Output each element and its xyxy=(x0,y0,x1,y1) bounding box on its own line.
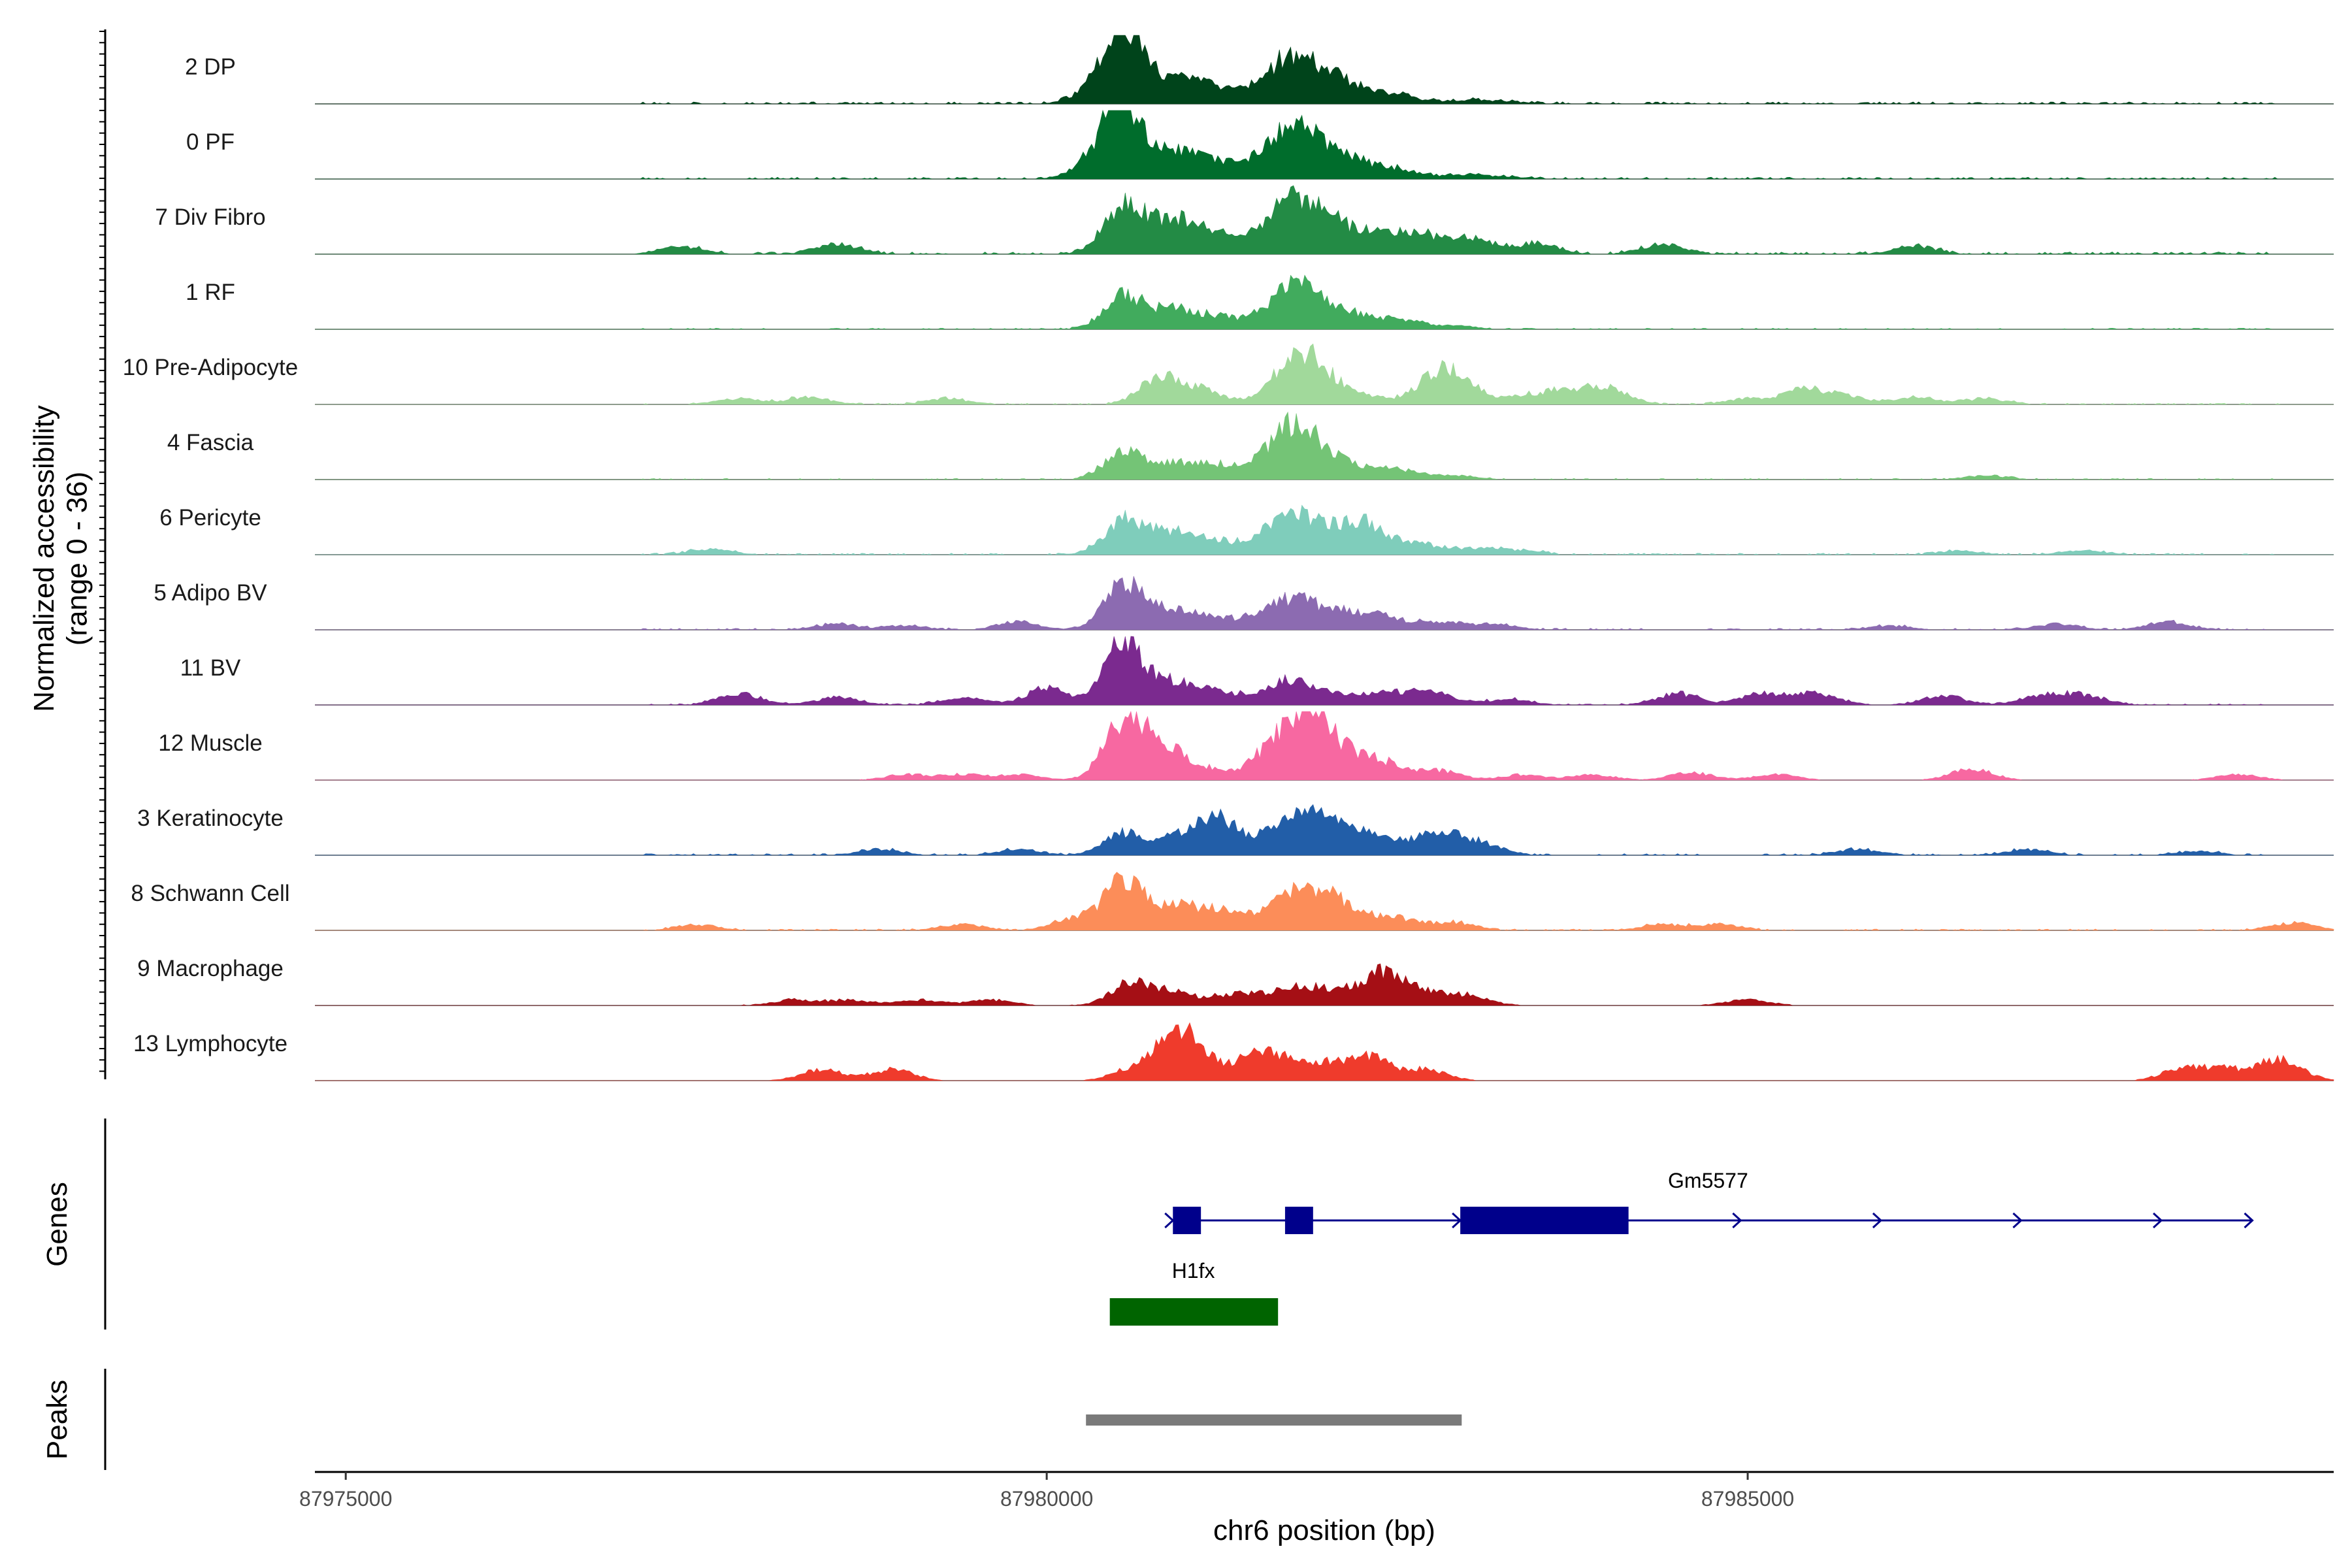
strand-arrow xyxy=(1164,1212,1175,1229)
peak-region xyxy=(1086,1414,1462,1426)
x-tick-label: 87980000 xyxy=(1000,1487,1093,1511)
gene-label: H1fx xyxy=(1172,1259,1215,1282)
track-label: 11 BV xyxy=(180,655,241,681)
coverage-area xyxy=(315,804,2334,856)
track-label: 8 Schwann Cell xyxy=(131,881,289,906)
x-tick-label: 87985000 xyxy=(1701,1487,1794,1511)
gene-exon xyxy=(1109,1298,1279,1326)
track-label: 5 Adipo BV xyxy=(154,580,267,606)
gene-h1fx: H1fx xyxy=(1109,1259,1279,1326)
track-label: 7 Div Fibro xyxy=(155,204,265,230)
x-tick-label: 87975000 xyxy=(299,1487,392,1511)
coverage-area xyxy=(315,636,2334,706)
coverage-area xyxy=(315,711,2334,781)
coverage-area xyxy=(315,185,2334,255)
peaks-panel-label: Peaks xyxy=(41,1380,73,1460)
coverage-tracks: 2 DP 0 PF 7 Div Fibro 1 RF 10 Pre-Adipocyte 4… xyxy=(123,35,2334,1081)
gene-exon xyxy=(1173,1207,1201,1234)
coverage-area xyxy=(315,1022,2334,1081)
track-11-bv: 11 BV xyxy=(180,636,2334,706)
coverage-area xyxy=(315,504,2334,555)
track-3-keratinocyte: 3 Keratinocyte xyxy=(137,804,2334,856)
track-9-macrophage: 9 Macrophage xyxy=(137,956,2334,1006)
gene-exon xyxy=(1460,1207,1629,1234)
track-8-schwann-cell: 8 Schwann Cell xyxy=(131,872,2334,931)
coverage-area xyxy=(315,343,2334,405)
coverage-area xyxy=(315,274,2334,330)
track-label: 12 Muscle xyxy=(158,730,263,756)
track-label: 6 Pericyte xyxy=(159,505,261,531)
track-4-fascia: 4 Fascia xyxy=(167,411,2334,480)
track-6-pericyte: 6 Pericyte xyxy=(159,504,2334,555)
x-axis: 87975000 87980000 87985000 chr6 position (… xyxy=(299,1471,2334,1546)
strand-arrow xyxy=(1872,1212,1883,1229)
track-12-muscle: 12 Muscle xyxy=(158,711,2334,781)
track-2-dp: 2 DP xyxy=(185,35,2334,105)
y-axis-ticks xyxy=(99,31,105,1072)
coverage-area xyxy=(315,109,2334,180)
y-axis: Normalized accessibility(range 0 - 36) xyxy=(28,29,106,1079)
coverage-area xyxy=(315,35,2334,105)
track-label: 1 RF xyxy=(186,280,235,305)
track-label: 10 Pre-Adipocyte xyxy=(123,355,298,380)
track-5-adipo-bv: 5 Adipo BV xyxy=(154,576,2334,630)
x-axis-title: chr6 position (bp) xyxy=(1213,1514,1435,1546)
coverage-area xyxy=(315,872,2334,931)
track-label: 0 PF xyxy=(186,129,235,155)
x-axis-ticks: 87975000 87980000 87985000 xyxy=(299,1472,1794,1511)
gene-exon xyxy=(1284,1207,1313,1234)
peaks-panel: Peaks xyxy=(41,1369,1462,1470)
track-1-rf: 1 RF xyxy=(186,274,2334,330)
coverage-area xyxy=(315,576,2334,630)
y-axis-title: Normalized accessibility(range 0 - 36) xyxy=(28,405,93,711)
track-label: 4 Fascia xyxy=(167,430,254,455)
genes-panel: Genes Gm5577 H1fx xyxy=(41,1119,2254,1330)
strand-arrow xyxy=(1732,1212,1742,1229)
coverage-area xyxy=(315,411,2334,480)
genes-panel-label: Genes xyxy=(41,1182,73,1267)
strand-arrow xyxy=(2012,1212,2023,1229)
track-13-lymphocyte: 13 Lymphocyte xyxy=(133,1022,2334,1081)
gene-gm5577: Gm5577 xyxy=(1164,1169,2254,1234)
gene-label: Gm5577 xyxy=(1668,1169,1748,1192)
coverage-area xyxy=(315,963,2334,1006)
track-10-pre-adipocyte: 10 Pre-Adipocyte xyxy=(123,343,2334,405)
track-label: 13 Lymphocyte xyxy=(133,1031,287,1056)
strand-arrow xyxy=(2153,1212,2163,1229)
track-label: 3 Keratinocyte xyxy=(137,806,284,831)
track-7-div-fibro: 7 Div Fibro xyxy=(155,185,2334,255)
strand-arrow xyxy=(2244,1212,2254,1229)
track-label: 9 Macrophage xyxy=(137,956,284,981)
track-0-pf: 0 PF xyxy=(186,109,2334,180)
track-label: 2 DP xyxy=(185,54,236,80)
